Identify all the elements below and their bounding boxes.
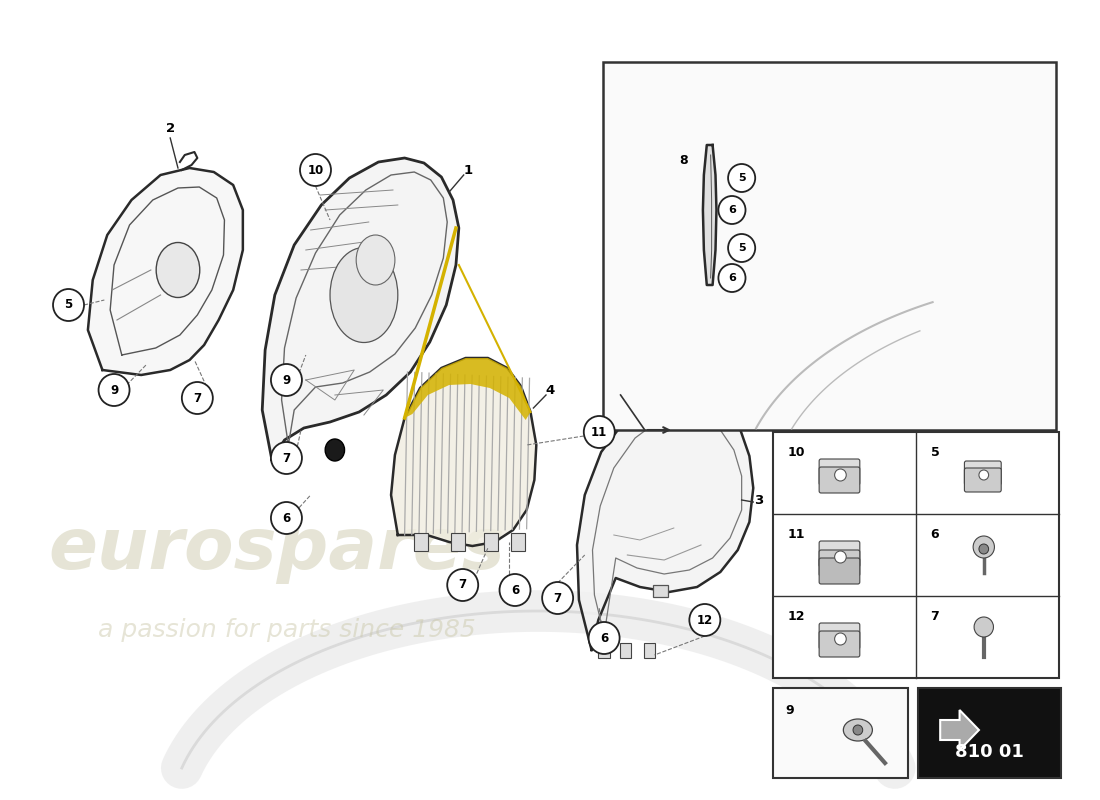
- Text: 5: 5: [931, 446, 939, 459]
- Polygon shape: [940, 710, 979, 750]
- FancyBboxPatch shape: [965, 461, 1001, 485]
- Circle shape: [271, 442, 301, 474]
- Polygon shape: [405, 358, 530, 420]
- Circle shape: [718, 264, 746, 292]
- Polygon shape: [703, 145, 716, 285]
- Text: 5: 5: [738, 173, 746, 183]
- Circle shape: [271, 502, 301, 534]
- Text: 6: 6: [728, 273, 736, 283]
- Circle shape: [835, 469, 846, 481]
- FancyBboxPatch shape: [820, 541, 860, 567]
- Circle shape: [979, 544, 989, 554]
- Polygon shape: [262, 158, 459, 460]
- Circle shape: [300, 154, 331, 186]
- Circle shape: [182, 382, 212, 414]
- Ellipse shape: [156, 242, 200, 298]
- Bar: [603, 62, 1056, 430]
- Circle shape: [654, 391, 668, 405]
- Ellipse shape: [326, 439, 344, 461]
- Text: 10: 10: [307, 163, 323, 177]
- Circle shape: [542, 582, 573, 614]
- Circle shape: [974, 536, 994, 558]
- Text: 6: 6: [600, 631, 608, 645]
- Text: 2: 2: [166, 122, 175, 134]
- Circle shape: [728, 234, 756, 262]
- Text: 3: 3: [755, 494, 763, 506]
- Text: 6: 6: [283, 511, 290, 525]
- Text: 6: 6: [728, 205, 736, 215]
- Circle shape: [852, 725, 862, 735]
- Circle shape: [588, 622, 619, 654]
- FancyBboxPatch shape: [820, 550, 860, 576]
- Circle shape: [718, 196, 746, 224]
- Text: 1: 1: [464, 163, 473, 177]
- Ellipse shape: [356, 235, 395, 285]
- FancyBboxPatch shape: [820, 631, 860, 657]
- Bar: [512, 533, 525, 551]
- Text: 9: 9: [110, 383, 118, 397]
- Bar: [772, 432, 1059, 678]
- FancyBboxPatch shape: [820, 623, 860, 649]
- Bar: [772, 688, 909, 778]
- Circle shape: [690, 604, 721, 636]
- Bar: [917, 688, 1062, 778]
- Polygon shape: [390, 358, 537, 546]
- Text: 7: 7: [459, 578, 466, 591]
- Ellipse shape: [844, 719, 872, 741]
- Circle shape: [53, 289, 84, 321]
- FancyBboxPatch shape: [820, 558, 860, 584]
- Circle shape: [99, 374, 130, 406]
- Text: 7: 7: [931, 610, 939, 623]
- Bar: [415, 533, 428, 551]
- Ellipse shape: [330, 247, 398, 342]
- Text: 4: 4: [546, 383, 554, 397]
- Bar: [451, 533, 464, 551]
- Circle shape: [499, 574, 530, 606]
- Bar: [652, 585, 668, 597]
- Bar: [484, 533, 497, 551]
- Text: 12: 12: [788, 610, 805, 623]
- Text: 7: 7: [283, 451, 290, 465]
- Text: 8: 8: [679, 154, 688, 166]
- Polygon shape: [578, 392, 754, 650]
- Text: 12: 12: [696, 614, 713, 626]
- Circle shape: [979, 470, 989, 480]
- Circle shape: [271, 364, 301, 396]
- Bar: [619, 643, 631, 658]
- Text: 11: 11: [788, 529, 805, 542]
- Text: 7: 7: [553, 591, 562, 605]
- Circle shape: [835, 551, 846, 563]
- Text: 5: 5: [65, 298, 73, 311]
- Text: 7: 7: [194, 391, 201, 405]
- Bar: [644, 643, 656, 658]
- Text: 6: 6: [931, 529, 939, 542]
- Polygon shape: [88, 168, 243, 375]
- Text: eurospares: eurospares: [48, 515, 505, 585]
- Text: 6: 6: [510, 583, 519, 597]
- FancyBboxPatch shape: [965, 468, 1001, 492]
- Circle shape: [448, 569, 478, 601]
- Circle shape: [728, 164, 756, 192]
- Text: 5: 5: [738, 243, 746, 253]
- FancyBboxPatch shape: [820, 467, 860, 493]
- Circle shape: [835, 633, 846, 645]
- Text: 9: 9: [785, 703, 794, 717]
- Circle shape: [584, 416, 615, 448]
- Bar: [598, 643, 609, 658]
- Circle shape: [975, 617, 993, 637]
- Text: 9: 9: [283, 374, 290, 386]
- Text: 10: 10: [788, 446, 805, 459]
- FancyBboxPatch shape: [820, 459, 860, 485]
- Text: a passion for parts since 1985: a passion for parts since 1985: [98, 618, 475, 642]
- Text: 11: 11: [591, 426, 607, 438]
- Text: 810 01: 810 01: [955, 743, 1024, 761]
